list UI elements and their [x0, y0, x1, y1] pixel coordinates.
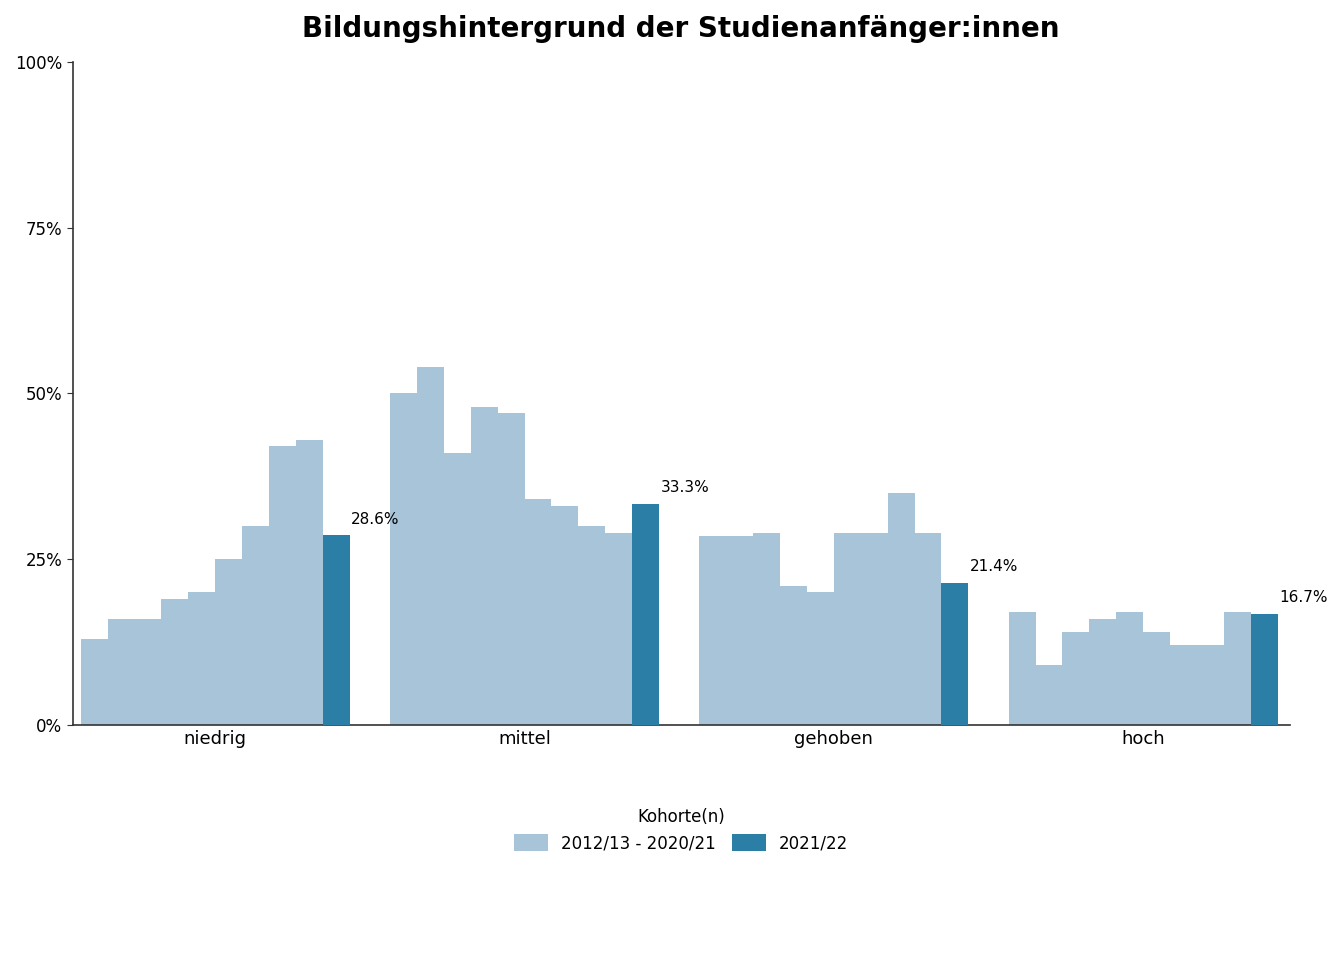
Text: 16.7%: 16.7%: [1279, 590, 1328, 606]
Bar: [1198, 645, 1224, 725]
Bar: [215, 559, 242, 725]
Bar: [1251, 614, 1278, 725]
Bar: [551, 506, 578, 725]
Text: 28.6%: 28.6%: [351, 512, 399, 527]
Bar: [161, 599, 188, 725]
Legend: 2012/13 - 2020/21, 2021/22: 2012/13 - 2020/21, 2021/22: [505, 800, 856, 860]
Bar: [444, 453, 470, 725]
Bar: [390, 394, 417, 725]
Bar: [323, 536, 349, 725]
Bar: [417, 367, 444, 725]
Bar: [1008, 612, 1035, 725]
Bar: [188, 592, 215, 725]
Bar: [914, 533, 941, 725]
Bar: [699, 536, 726, 725]
Bar: [1090, 619, 1117, 725]
Bar: [806, 592, 833, 725]
Bar: [833, 533, 860, 725]
Bar: [753, 533, 780, 725]
Bar: [524, 499, 551, 725]
Bar: [1224, 612, 1251, 725]
Bar: [242, 526, 269, 725]
Bar: [1117, 612, 1144, 725]
Bar: [497, 413, 524, 725]
Bar: [632, 504, 659, 725]
Bar: [134, 619, 161, 725]
Text: 21.4%: 21.4%: [969, 560, 1017, 574]
Bar: [605, 533, 632, 725]
Bar: [887, 492, 914, 725]
Bar: [1144, 632, 1171, 725]
Bar: [860, 533, 887, 725]
Bar: [941, 583, 968, 725]
Bar: [1171, 645, 1198, 725]
Bar: [780, 586, 806, 725]
Bar: [578, 526, 605, 725]
Text: 33.3%: 33.3%: [660, 480, 710, 495]
Bar: [81, 638, 108, 725]
Bar: [108, 619, 134, 725]
Title: Bildungshintergrund der Studienanfänger:innen: Bildungshintergrund der Studienanfänger:…: [302, 15, 1060, 43]
Bar: [726, 536, 753, 725]
Bar: [296, 440, 323, 725]
Bar: [269, 446, 296, 725]
Bar: [1063, 632, 1090, 725]
Bar: [1035, 665, 1063, 725]
Bar: [470, 407, 497, 725]
